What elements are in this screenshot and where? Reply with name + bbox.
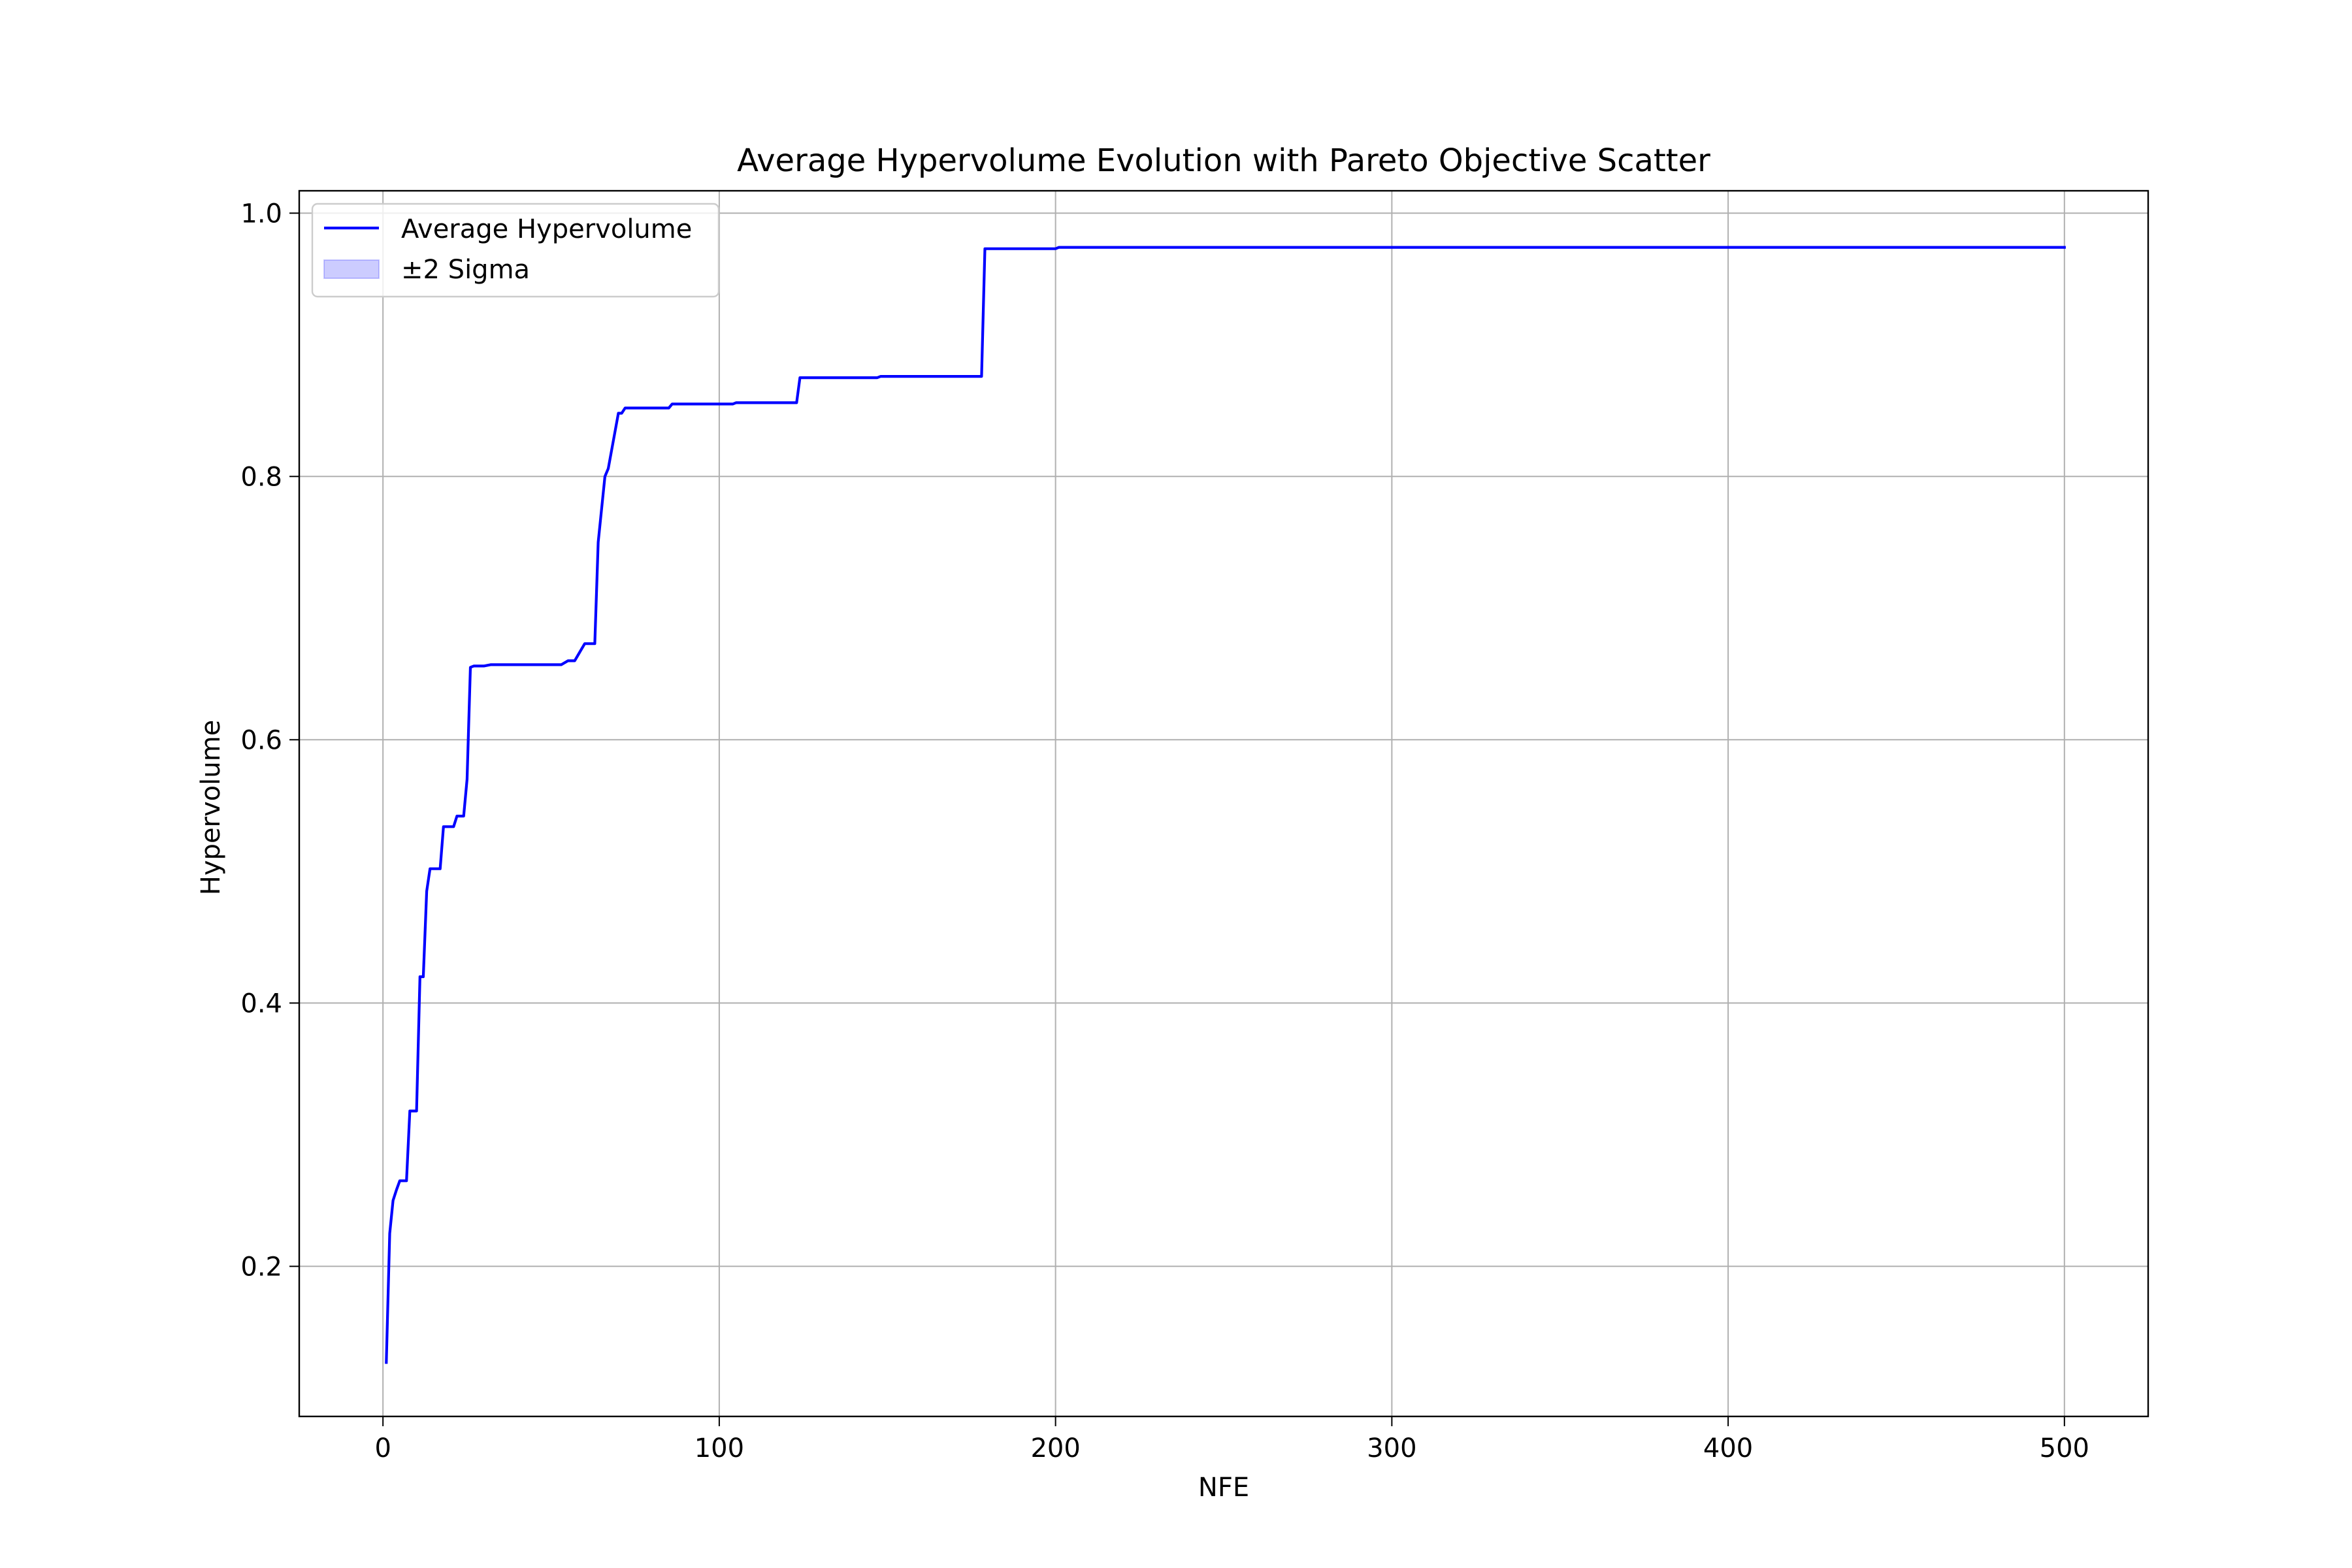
x-axis-label: NFE — [1198, 1473, 1249, 1503]
x-tick-label: 200 — [1030, 1433, 1080, 1463]
y-tick-label: 0.8 — [240, 462, 282, 492]
chart-title: Average Hypervolume Evolution with Paret… — [737, 142, 1710, 179]
legend-box — [311, 203, 720, 298]
x-tick-label: 500 — [2040, 1433, 2089, 1463]
legend-band-swatch — [323, 259, 380, 279]
axes-frame — [298, 189, 2149, 1418]
x-tick-label: 0 — [374, 1433, 391, 1463]
x-tick-label: 300 — [1367, 1433, 1416, 1463]
legend: Average Hypervolume ±2 Sigma — [311, 203, 720, 298]
legend-label-sigma: ±2 Sigma — [401, 255, 530, 285]
x-tick-label: 400 — [1703, 1433, 1753, 1463]
grid — [299, 191, 2148, 1416]
legend-label-average-hypervolume: Average Hypervolume — [401, 214, 692, 244]
y-tick-label: 0.4 — [240, 988, 282, 1019]
y-axis: 0.2 0.4 0.6 0.8 1.0 — [240, 199, 299, 1282]
y-tick-label: 0.2 — [240, 1252, 282, 1282]
plot-area — [385, 246, 2066, 1364]
y-tick-label: 1.0 — [240, 199, 282, 229]
x-axis: 0 100 200 300 400 500 — [374, 1416, 2089, 1463]
x-tick-label: 100 — [694, 1433, 744, 1463]
y-axis-label: Hypervolume — [196, 720, 226, 895]
y-tick-label: 0.6 — [240, 725, 282, 755]
series-line-average-hypervolume — [385, 246, 2066, 1364]
